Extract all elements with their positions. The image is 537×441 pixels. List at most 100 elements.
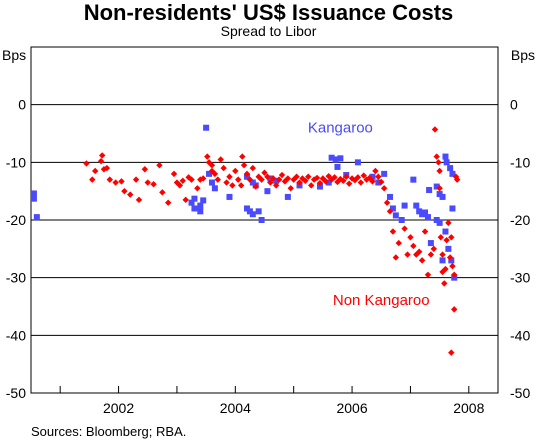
y-unit-right: Bps [511,47,535,63]
non-kangaroo-point [435,159,442,166]
non-kangaroo-point [188,176,195,183]
non-kangaroo-point [240,162,248,169]
kangaroo-point [398,217,405,223]
kangaroo-point [443,159,450,166]
kangaroo-point [206,170,213,177]
non-kangaroo-point [89,176,96,183]
non-kangaroo-point [389,228,397,235]
kangaroo-point [448,257,455,264]
y-tick-label-left: -50 [6,385,26,401]
y-tick-label-right: -10 [510,154,530,170]
non-kangaroo-point [427,251,435,258]
non-kangaroo-point [83,160,90,167]
non-kangaroo-point [106,176,114,183]
non-kangaroo-point [340,177,347,184]
non-kangaroo-point [313,174,321,182]
kangaroo-point [264,188,271,195]
kangaroo-point [316,183,323,190]
kangaroo-point [439,257,446,264]
non-kangaroo-point [407,234,414,241]
kangaroo-point [197,208,204,215]
non-kangaroo-point [223,179,230,186]
kangaroo-point [258,217,265,223]
non-kangaroo-point [415,248,423,255]
non-kangaroo-point [445,219,452,227]
kangaroo-point [284,193,291,200]
non-kangaroo-point [159,189,166,196]
non-kangaroo-point [449,262,456,270]
non-kangaroo-point [127,191,134,198]
non-kangaroo-point [392,254,400,261]
non-kangaroo-point [252,183,259,190]
non-kangaroo-point [296,179,303,186]
kangaroo-point [424,214,431,221]
kangaroo-point [369,173,376,180]
kangaroo-point [389,205,396,212]
non-kangaroo-point [141,166,149,173]
non-kangaroo-point [287,185,294,192]
non-kangaroo-point [363,176,370,183]
non-kangaroo-point [267,179,274,186]
non-kangaroo-point [448,349,455,356]
non-kangaroo-point [343,173,350,180]
non-kangaroo-point [179,177,186,184]
non-kangaroo-point [214,176,221,183]
non-kangaroo-point [404,251,411,258]
non-kangaroo-point [451,306,458,313]
x-tick-label: 2004 [220,400,251,416]
non-kangaroo-point [453,176,461,183]
y-tick-label-right: -40 [510,327,530,343]
kangaroo-point [33,214,40,221]
non-kangaroo-point [418,257,426,264]
non-kangaroo-point [308,182,315,189]
non-kangaroo-point [448,234,455,241]
y-tick-label-left: -10 [6,154,26,170]
non-kangaroo-point [360,172,367,179]
non-kangaroo-point [302,177,309,184]
non-kangaroo-point [144,179,151,186]
kangaroo-point [410,176,417,183]
non-kangaroo-point [395,239,402,247]
kangaroo-point [273,177,280,184]
non-kangaroo-point [354,174,362,181]
non-kangaroo-point [380,185,388,192]
y-tick-label-left: 0 [18,97,26,113]
non-kangaroo-point [118,178,125,185]
non-kangaroo-point [135,196,143,204]
kangaroo-point [381,170,388,177]
non-kangaroo-point [99,152,106,159]
kangaroo-point [439,193,446,200]
non-kangaroo-point [220,164,227,172]
y-tick-labels: 0 0 -10 -10 -20 -20 -30 -30 -40 -40 -50 -50 [6,97,531,401]
x-tick-label: 2002 [103,400,134,416]
non-kangaroo-point [204,153,211,160]
x-tick-labels: 2002 2004 2006 2008 [103,400,485,416]
non-kangaroo-point [436,167,443,175]
kangaroo-point [325,179,332,186]
non-kangaroo-point [258,176,265,183]
kangaroo-point [249,211,256,218]
kangaroo-point [30,195,37,202]
non-kangaroo-point [439,251,446,258]
kangaroo-point [426,187,433,194]
non-kangaroo-point [156,162,163,169]
series-label: Kangaroo [308,119,373,136]
non-kangaroo-point [217,156,224,163]
non-kangaroo-point [92,167,99,175]
non-kangaroo-point [200,175,207,182]
y-tick-label-left: -20 [6,212,26,228]
kangaroo-point [255,208,262,215]
non-kangaroo-point [383,199,391,206]
non-kangaroo-point [386,208,394,215]
non-kangaroo-point [433,153,440,160]
non-kangaroo-point [112,179,119,186]
series-label: Non Kangaroo [333,292,430,309]
y-tick-label-right: -50 [510,385,530,401]
non-kangaroo-point [246,176,254,183]
series-labels: Kangaroo Non Kangaroo [308,119,430,308]
non-kangaroo-point [322,178,329,185]
kangaroo-point [197,202,204,209]
kangaroo-point [200,197,207,204]
non-kangaroo-point [229,182,236,189]
non-kangaroo-point [176,182,184,189]
